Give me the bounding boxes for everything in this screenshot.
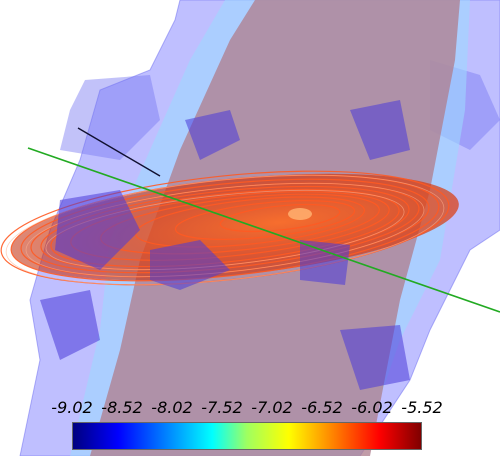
colorbar-tick-label: -6.02 (351, 398, 393, 417)
y-axis (77, 127, 161, 177)
outer-isosurface-flare-left (60, 75, 160, 160)
x-axis (27, 147, 500, 313)
colorbar-tick-label: -9.02 (51, 398, 93, 417)
colorbar-tick-label: -5.52 (401, 398, 443, 417)
colorbar-tick-label: -7.52 (201, 398, 243, 417)
colorbar-tick-label: -8.02 (151, 398, 193, 417)
colorbar-tick-labels: -9.02 -8.52 -8.02 -7.52 -7.02 -6.52 -6.0… (46, 398, 466, 420)
colorbar (72, 422, 422, 450)
disk-streamlines-highlight (5, 174, 445, 286)
central-object (288, 208, 312, 220)
foreground-filaments (40, 100, 410, 390)
colorbar-tick-label: -7.02 (251, 398, 293, 417)
colorbar-tick-label: -8.52 (101, 398, 143, 417)
colorbar-tick-label: -6.52 (301, 398, 343, 417)
